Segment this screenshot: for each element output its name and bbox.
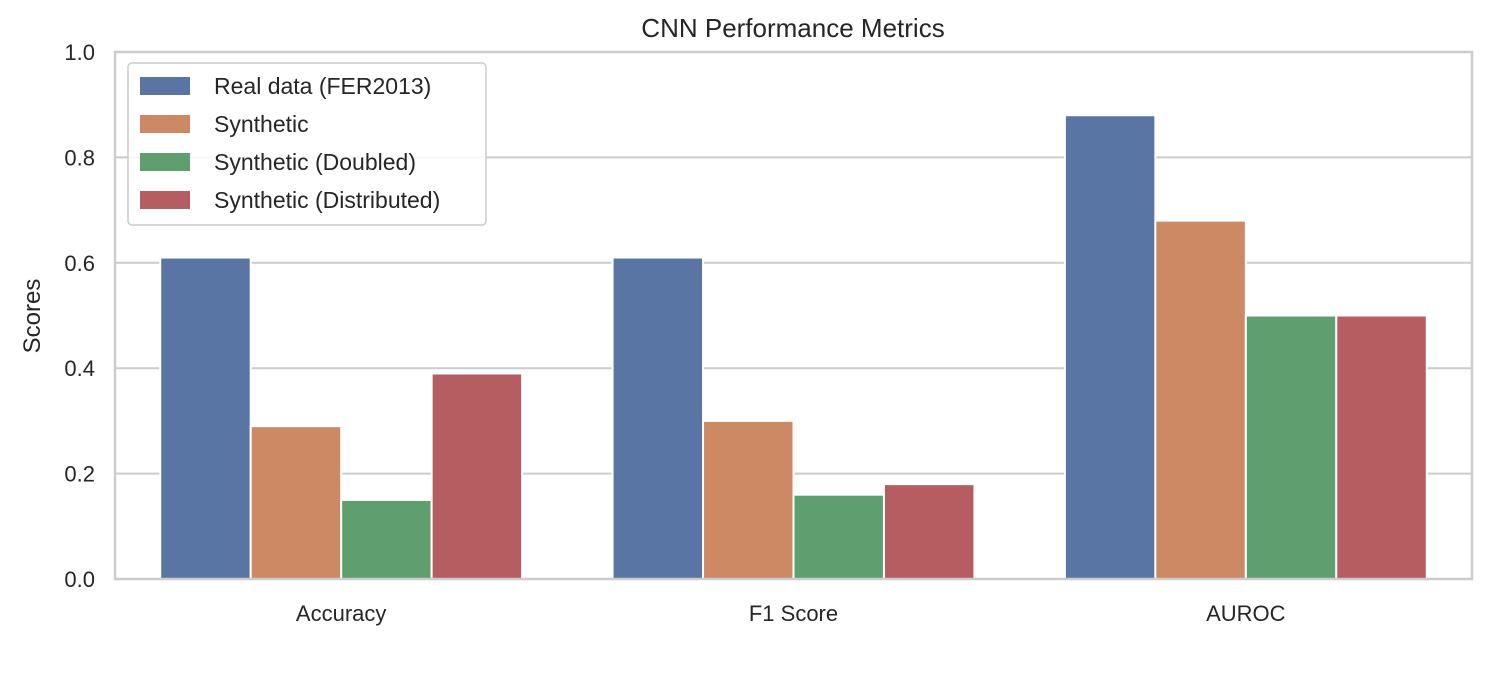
legend-entry: Synthetic (Distributed) [214,187,440,213]
x-tick-label: F1 Score [749,601,838,626]
bars [159,114,1428,581]
bar [882,483,976,581]
bar [340,498,433,581]
y-tick-label: 1.0 [64,40,95,65]
legend-entry: Synthetic (Doubled) [214,149,416,175]
chart-title: CNN Performance Metrics [641,13,944,43]
x-tick-label: AUROC [1206,601,1286,626]
bar [430,372,524,580]
legend: Real data (FER2013) Synthetic Synthetic (D… [127,62,487,226]
bar [702,419,795,580]
bar [159,256,252,580]
legend-swatch [140,115,190,133]
bar [792,493,885,580]
plot-frame [113,50,1474,581]
legend-entry: Real data (FER2013) [214,73,431,99]
y-tick-label: 0.2 [64,462,95,487]
legend-box [127,62,487,226]
bar [249,425,343,581]
y-axis-label: Scores [19,279,46,354]
bar [1063,114,1157,581]
bar [1154,219,1247,580]
bar [1335,314,1428,580]
y-tick-label: 0.6 [64,251,95,276]
legend-swatch [140,191,190,209]
y-tick-label: 0.4 [64,356,95,381]
x-tick-labels: Accuracy F1 Score AUROC [296,601,1286,626]
legend-entry: Synthetic [214,111,309,137]
y-tick-label: 0.0 [64,567,95,592]
bar [611,256,705,580]
bar [1244,314,1338,580]
y-tick-label: 0.8 [64,145,95,170]
y-tick-labels: 0.0 0.2 0.4 0.6 0.8 1.0 [64,40,95,592]
x-tick-label: Accuracy [296,601,386,626]
legend-swatch [140,153,190,171]
legend-swatch [140,77,190,95]
